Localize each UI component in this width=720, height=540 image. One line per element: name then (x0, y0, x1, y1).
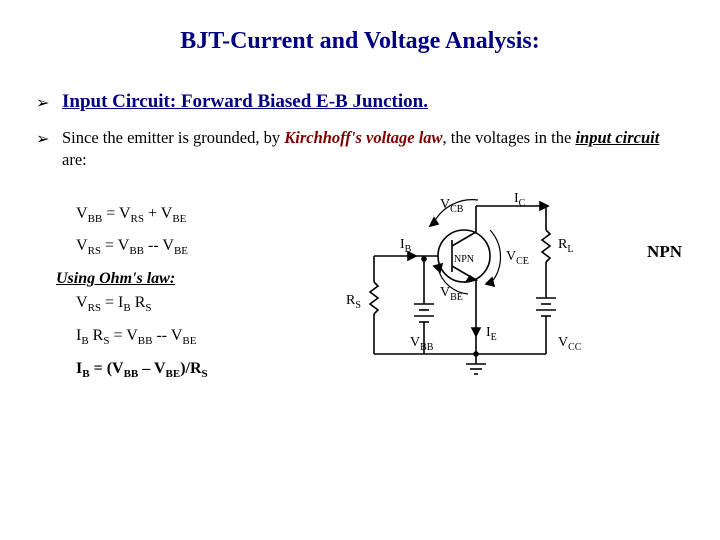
label-vbb: VBB (410, 335, 434, 353)
eq-sub: BB (138, 336, 153, 348)
eq-text: R (89, 327, 104, 344)
paragraph-text: Since the emitter is grounded, by (62, 128, 284, 147)
label-rl: RL (558, 237, 573, 255)
eq-sub: BB (124, 368, 139, 380)
section-heading: Input Circuit: Forward Biased E-B Juncti… (62, 91, 428, 112)
eq-sub: RS (88, 303, 101, 315)
equation-2: VRS = VBB -- VBE (76, 236, 306, 259)
paragraph-row: ➢ Since the emitter is grounded, by Kirc… (36, 127, 684, 172)
eq-text: -- V (144, 237, 174, 254)
eq-sub: BE (174, 246, 188, 258)
circuit-diagram: NPN VCB IC IB VCE RL VBE RS VBB IE VCC N… (314, 186, 634, 406)
eq-text: = (V (90, 360, 124, 377)
equation-5: IB = (VBB – VBE)/RS (76, 359, 306, 382)
bjt-circuit-svg: NPN VCB IC IB VCE RL VBE RS VBB IE VCC (314, 186, 634, 406)
eq-sub: S (202, 368, 208, 380)
eq-sub: BB (88, 213, 103, 225)
npn-inner-label: NPN (454, 254, 474, 265)
eq-sub: BE (182, 336, 196, 348)
eq-sub: B (123, 303, 130, 315)
eq-text: + V (144, 205, 172, 222)
ohms-law-heading: Using Ohm's law: (56, 269, 306, 289)
equation-4: IB RS = VBB -- VBE (76, 326, 306, 349)
kvl-term: Kirchhoff's voltage law (284, 128, 442, 147)
label-vcc: VCC (558, 335, 582, 353)
paragraph-text: are: (62, 150, 87, 169)
label-ib: IB (400, 237, 412, 255)
bullet-arrow-icon: ➢ (36, 129, 49, 149)
eq-sub: B (82, 368, 89, 380)
section-heading-row: ➢ Input Circuit: Forward Biased E-B Junc… (36, 91, 684, 113)
label-rs: RS (346, 293, 361, 311)
eq-sub: BE (172, 213, 186, 225)
eq-text: = V (109, 327, 137, 344)
eq-sub: RS (131, 213, 144, 225)
paragraph: Since the emitter is grounded, by Kirchh… (62, 128, 659, 169)
equation-3: VRS = IB RS (76, 293, 306, 316)
label-vcb: VCB (440, 197, 464, 215)
equation-block: VBB = VRS + VBE VRS = VBB -- VBE Using O… (76, 204, 306, 383)
label-ie: IE (486, 325, 497, 343)
eq-text: V (76, 294, 88, 311)
eq-text: = V (101, 237, 129, 254)
eq-sub: B (81, 336, 88, 348)
eq-text: – V (138, 360, 165, 377)
eq-text: )/R (180, 360, 201, 377)
bullet-arrow-icon: ➢ (36, 93, 49, 113)
eq-text: V (76, 237, 88, 254)
eq-sub: RS (88, 246, 101, 258)
paragraph-text: , the voltages in the (443, 128, 576, 147)
eq-sub: BB (129, 246, 144, 258)
eq-text: = I (101, 294, 123, 311)
eq-sub: S (145, 303, 151, 315)
page-title: BJT-Current and Voltage Analysis: (36, 28, 684, 55)
eq-text: = V (102, 205, 130, 222)
eq-text: -- V (152, 327, 182, 344)
equation-1: VBB = VRS + VBE (76, 204, 306, 227)
eq-sub: BE (166, 368, 181, 380)
input-circuit-term: input circuit (575, 128, 659, 147)
npn-label: NPN (647, 242, 682, 262)
eq-text: R (131, 294, 146, 311)
label-vce: VCE (506, 249, 529, 267)
eq-text: V (76, 205, 88, 222)
